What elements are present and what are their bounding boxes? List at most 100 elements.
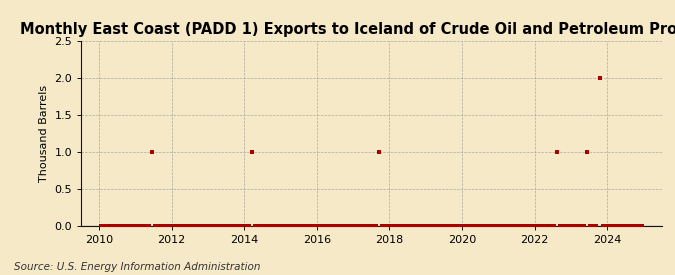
Point <box>485 223 496 228</box>
Point <box>289 223 300 228</box>
Point <box>404 223 414 228</box>
Point <box>612 223 623 228</box>
Point <box>171 223 182 228</box>
Point <box>101 223 112 228</box>
Point <box>134 223 145 228</box>
Point <box>256 223 267 228</box>
Point <box>292 223 302 228</box>
Point <box>367 223 378 228</box>
Point <box>140 223 151 228</box>
Point <box>497 223 508 228</box>
Point <box>355 223 366 228</box>
Point <box>567 223 578 228</box>
Point <box>510 223 520 228</box>
Point <box>267 223 278 228</box>
Point <box>540 223 551 228</box>
Point <box>431 223 441 228</box>
Point <box>337 223 348 228</box>
Point <box>452 223 463 228</box>
Point <box>105 223 115 228</box>
Point <box>610 223 620 228</box>
Point <box>401 223 412 228</box>
Point <box>132 223 142 228</box>
Point <box>283 223 294 228</box>
Point <box>295 223 306 228</box>
Point <box>213 223 224 228</box>
Point <box>228 223 239 228</box>
Point <box>240 223 251 228</box>
Point <box>316 223 327 228</box>
Point <box>322 223 333 228</box>
Point <box>446 223 457 228</box>
Point <box>334 223 345 228</box>
Point <box>189 223 200 228</box>
Point <box>328 223 339 228</box>
Y-axis label: Thousand Barrels: Thousand Barrels <box>38 85 49 182</box>
Point <box>416 223 427 228</box>
Point <box>558 223 568 228</box>
Point <box>195 223 206 228</box>
Point <box>177 223 188 228</box>
Point <box>518 223 529 228</box>
Point <box>461 223 472 228</box>
Point <box>286 223 296 228</box>
Text: Source: U.S. Energy Information Administration: Source: U.S. Energy Information Administ… <box>14 262 260 272</box>
Point <box>606 223 617 228</box>
Point <box>603 223 614 228</box>
Point <box>392 223 402 228</box>
Point <box>458 223 469 228</box>
Point <box>183 223 194 228</box>
Point <box>277 223 288 228</box>
Point <box>633 223 644 228</box>
Point <box>165 223 176 228</box>
Point <box>377 223 387 228</box>
Point <box>616 223 626 228</box>
Point <box>186 223 196 228</box>
Point <box>310 223 321 228</box>
Point <box>358 223 369 228</box>
Point <box>352 223 363 228</box>
Point <box>343 223 354 228</box>
Point <box>512 223 523 228</box>
Point <box>234 223 245 228</box>
Point <box>119 223 130 228</box>
Point <box>259 223 269 228</box>
Point <box>585 223 596 228</box>
Point <box>422 223 433 228</box>
Point <box>346 223 357 228</box>
Point <box>621 223 632 228</box>
Point <box>174 223 185 228</box>
Point <box>331 223 342 228</box>
Point <box>271 223 281 228</box>
Point <box>244 223 254 228</box>
Point <box>618 223 629 228</box>
Point <box>455 223 466 228</box>
Point <box>597 223 608 228</box>
Point <box>126 223 136 228</box>
Point <box>570 223 580 228</box>
Point <box>198 223 209 228</box>
Point <box>192 223 202 228</box>
Point <box>99 223 109 228</box>
Point <box>313 223 324 228</box>
Point <box>225 223 236 228</box>
Point <box>340 223 351 228</box>
Point <box>627 223 638 228</box>
Point <box>591 223 602 228</box>
Point <box>482 223 493 228</box>
Point <box>238 223 248 228</box>
Point <box>470 223 481 228</box>
Point <box>146 150 157 154</box>
Point <box>325 223 336 228</box>
Point <box>573 223 584 228</box>
Point <box>464 223 475 228</box>
Point <box>479 223 490 228</box>
Point <box>304 223 315 228</box>
Point <box>111 223 122 228</box>
Point <box>204 223 215 228</box>
Point <box>116 223 127 228</box>
Point <box>207 223 218 228</box>
Point <box>261 223 272 228</box>
Point <box>418 223 429 228</box>
Point <box>428 223 439 228</box>
